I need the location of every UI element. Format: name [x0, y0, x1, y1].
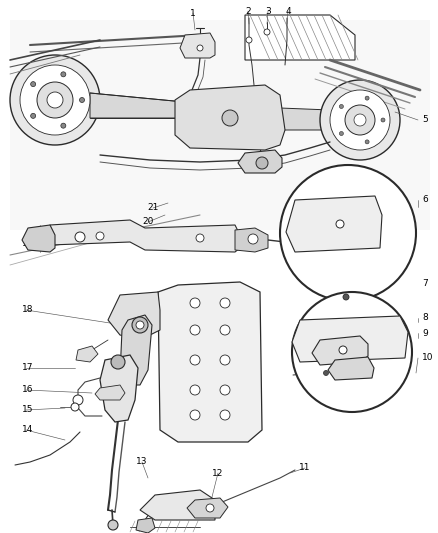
Circle shape: [31, 82, 35, 87]
Text: 9: 9: [422, 328, 428, 337]
Circle shape: [20, 65, 90, 135]
Text: 13: 13: [136, 457, 148, 466]
Text: 5: 5: [422, 116, 428, 125]
Text: 6: 6: [422, 196, 428, 205]
Polygon shape: [76, 346, 98, 362]
Polygon shape: [90, 93, 195, 118]
Circle shape: [339, 104, 343, 109]
Circle shape: [96, 232, 104, 240]
Circle shape: [31, 114, 35, 118]
Polygon shape: [136, 518, 155, 533]
Circle shape: [108, 520, 118, 530]
Circle shape: [248, 234, 258, 244]
Circle shape: [256, 157, 268, 169]
Circle shape: [190, 298, 200, 308]
Circle shape: [365, 96, 369, 100]
Circle shape: [73, 395, 83, 405]
Polygon shape: [10, 20, 430, 230]
Circle shape: [47, 92, 63, 108]
Polygon shape: [187, 498, 228, 518]
Circle shape: [320, 80, 400, 160]
Polygon shape: [292, 316, 408, 362]
Text: 14: 14: [22, 425, 33, 434]
Polygon shape: [238, 150, 282, 173]
Text: 21: 21: [147, 204, 159, 213]
Text: 16: 16: [22, 385, 33, 394]
Circle shape: [343, 294, 349, 300]
Circle shape: [71, 403, 79, 411]
Circle shape: [336, 220, 344, 228]
Polygon shape: [180, 33, 215, 58]
Polygon shape: [140, 490, 215, 520]
Circle shape: [220, 325, 230, 335]
Circle shape: [197, 45, 203, 51]
Circle shape: [136, 321, 144, 329]
Text: 19: 19: [22, 238, 33, 247]
Circle shape: [345, 105, 375, 135]
Polygon shape: [120, 315, 152, 385]
Circle shape: [37, 82, 73, 118]
Circle shape: [190, 355, 200, 365]
Text: 7: 7: [422, 279, 428, 287]
Circle shape: [264, 29, 270, 35]
Circle shape: [222, 110, 238, 126]
Circle shape: [190, 325, 200, 335]
Circle shape: [280, 165, 416, 301]
Polygon shape: [108, 292, 160, 340]
Circle shape: [220, 410, 230, 420]
Circle shape: [75, 232, 85, 242]
Circle shape: [61, 72, 66, 77]
Polygon shape: [175, 85, 285, 150]
Circle shape: [246, 37, 252, 43]
Circle shape: [339, 132, 343, 135]
Polygon shape: [22, 225, 55, 252]
Circle shape: [220, 355, 230, 365]
Polygon shape: [282, 239, 292, 245]
Circle shape: [330, 90, 390, 150]
Polygon shape: [328, 357, 374, 380]
Text: 8: 8: [422, 313, 428, 322]
Polygon shape: [235, 228, 268, 252]
Circle shape: [206, 504, 214, 512]
Text: 3: 3: [265, 6, 271, 15]
Circle shape: [132, 317, 148, 333]
Text: 15: 15: [22, 406, 33, 415]
Circle shape: [10, 55, 100, 145]
Text: 10: 10: [422, 353, 434, 362]
Text: 4: 4: [285, 6, 291, 15]
Text: 18: 18: [22, 305, 33, 314]
Text: 20: 20: [142, 217, 154, 227]
Circle shape: [354, 114, 366, 126]
Polygon shape: [44, 220, 240, 252]
Circle shape: [190, 410, 200, 420]
Circle shape: [196, 234, 204, 242]
Circle shape: [324, 370, 328, 376]
Circle shape: [381, 118, 385, 122]
Circle shape: [111, 355, 125, 369]
Circle shape: [220, 298, 230, 308]
Polygon shape: [100, 355, 138, 422]
Polygon shape: [280, 108, 330, 130]
Text: 1: 1: [190, 9, 196, 18]
Circle shape: [339, 346, 347, 354]
Circle shape: [61, 123, 66, 128]
Circle shape: [190, 385, 200, 395]
Polygon shape: [158, 282, 262, 442]
Polygon shape: [286, 196, 382, 252]
Text: 12: 12: [212, 469, 224, 478]
Circle shape: [80, 98, 85, 102]
Text: 11: 11: [299, 464, 311, 472]
Circle shape: [365, 140, 369, 144]
Polygon shape: [312, 336, 368, 365]
Polygon shape: [245, 15, 355, 60]
Text: 2: 2: [245, 6, 251, 15]
Circle shape: [220, 385, 230, 395]
Circle shape: [292, 292, 412, 412]
Text: 17: 17: [22, 364, 33, 373]
Polygon shape: [95, 385, 125, 400]
